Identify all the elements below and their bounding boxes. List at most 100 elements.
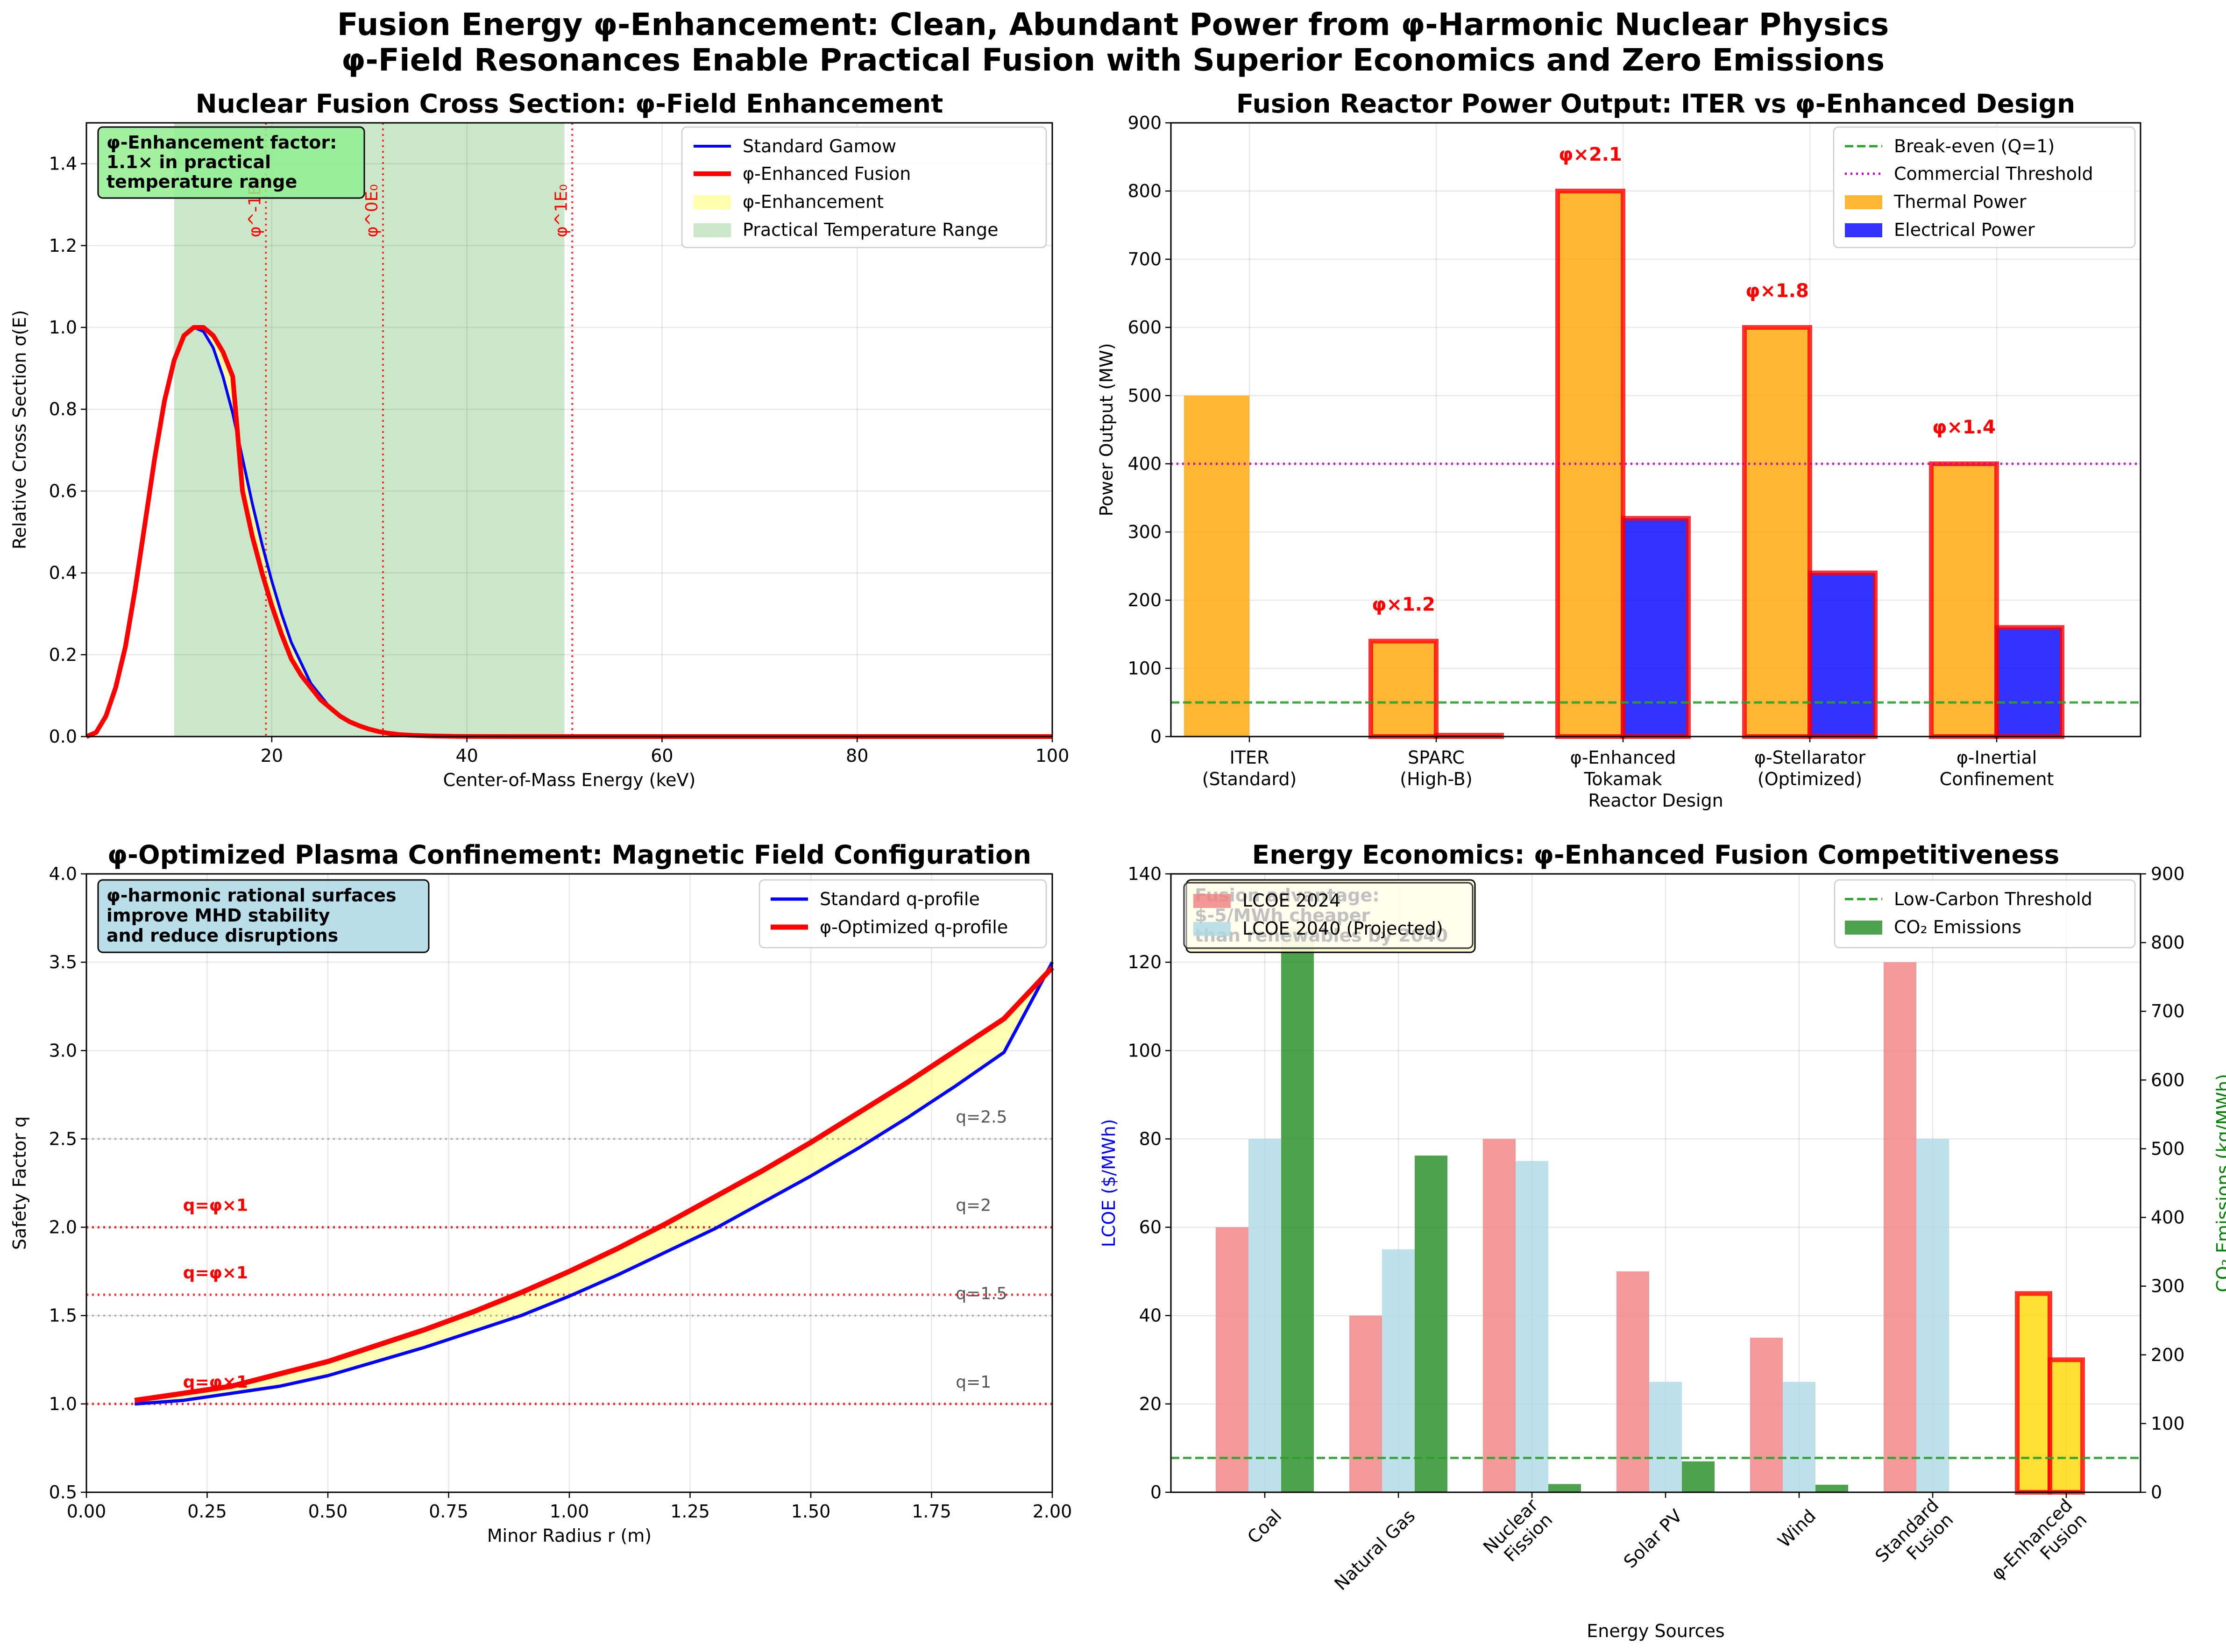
legend-label: Standard Gamow (743, 136, 896, 156)
q-profile-gap-fill (135, 962, 1052, 1404)
legend-label: CO₂ Emissions (1894, 917, 2021, 937)
y-tick-label: 0.2 (49, 645, 77, 665)
x-tick-label: Confinement (1940, 769, 2054, 789)
x-tick-label: 0.25 (187, 1501, 227, 1522)
x-tick-label: (Standard) (1202, 769, 1297, 789)
thermal-power-bar (1929, 461, 1999, 739)
right-tick-label: 900 (2151, 864, 2185, 884)
x-axis-label: Minor Radius r (m) (487, 1525, 652, 1546)
right-tick-label: 600 (2151, 1070, 2185, 1090)
lcoe-2024-bar (1349, 1315, 1382, 1492)
x-tick-label-line: Solar PV (1620, 1505, 1687, 1572)
lcoe-2040-bar (1783, 1382, 1815, 1492)
y-tick-label: 0.6 (49, 481, 77, 501)
lcoe-2024-bar (1616, 1271, 1649, 1492)
legend-box (759, 879, 1047, 949)
legend-patch-swatch (694, 223, 731, 237)
thermal-power-bar (1742, 325, 1812, 739)
electrical-power-bar (1994, 625, 2064, 739)
lcoe-2040-bar (1916, 1139, 1949, 1492)
electrical-power-bar (1808, 570, 1878, 739)
legend-patch-swatch (1193, 922, 1231, 936)
x-tick-label-line: Natural Gas (1330, 1505, 1419, 1594)
legend-patch-swatch (1845, 195, 1882, 209)
right-tick-label: 700 (2151, 1001, 2185, 1021)
y-tick-label: 700 (1127, 249, 1162, 269)
thermal-power-bar (1184, 396, 1249, 737)
annotation-text: temperature range (106, 171, 297, 192)
y-tick-label: 1.5 (49, 1305, 77, 1326)
x-tick-label: 40 (455, 745, 478, 766)
panel-reactor-power: φ×1.2 φ×2.1 φ×1.8 φ×1.4 0 100 200 300 400 500 600 7… (1096, 89, 2141, 811)
subplot-title: Fusion Reactor Power Output: ITER vs φ-E… (1236, 89, 2075, 119)
y-axis-label: LCOE ($/MWh) (1099, 1119, 1119, 1248)
x-axis-label: Center-of-Mass Energy (keV) (443, 770, 696, 790)
legend-label: LCOE 2024 (1242, 890, 1340, 911)
x-tick-label: NuclearFission (1479, 1495, 1557, 1572)
y-tick-label: 400 (1127, 454, 1162, 474)
legend-box (1183, 882, 1474, 949)
y-tick-label: 0.5 (49, 1482, 77, 1503)
y-tick-label: 0.0 (49, 726, 77, 747)
y-tick-label: 200 (1127, 590, 1162, 610)
x-axis-label: Energy Sources (1587, 1621, 1724, 1641)
phi-multiplier-label: φ×1.4 (1932, 417, 1996, 438)
legend-label: LCOE 2040 (Projected) (1242, 918, 1443, 939)
x-tick-label: 100 (1035, 745, 1070, 766)
right-tick-label: 500 (2151, 1138, 2185, 1159)
x-tick-label-line: Coal (1243, 1505, 1285, 1547)
x-tick-label: Natural Gas (1330, 1505, 1419, 1594)
y-tick-label: 0 (1150, 1482, 1162, 1503)
rational-surface-label: q=1.5 (956, 1284, 1007, 1304)
x-axis-label: Reactor Design (1588, 790, 1723, 811)
x-tick-label: φ-EnhancedFusion (1987, 1495, 2091, 1598)
x-tick-label: 0.50 (308, 1501, 348, 1522)
subplot-title: φ-Optimized Plasma Confinement: Magnetic… (107, 840, 1031, 870)
x-tick-label: Coal (1243, 1505, 1285, 1547)
legend-patch-swatch (694, 195, 731, 209)
y-axis-label: Safety Factor q (9, 1116, 30, 1250)
annotation-text: improve MHD stability (106, 905, 330, 926)
thermal-power-bar (1368, 638, 1439, 739)
phi-surface-label: q=φ×1 (183, 1263, 248, 1283)
legend-label: Electrical Power (1894, 220, 2035, 240)
lcoe-2040-bar (1516, 1161, 1548, 1492)
x-tick-label: 1.25 (670, 1501, 710, 1522)
y-tick-label: 600 (1127, 317, 1162, 338)
standard-q-line (135, 961, 1054, 1406)
annotation-text: φ-Enhancement factor: (106, 132, 337, 153)
phi-multiplier-label: φ×2.1 (1559, 144, 1622, 165)
x-tick-label: 1.00 (550, 1501, 589, 1522)
right-tick-label: 200 (2151, 1345, 2185, 1365)
phi-surface-label: q=φ×1 (183, 1196, 248, 1215)
phi-multiplier-label: φ×1.8 (1745, 280, 1809, 302)
y-tick-label: 500 (1127, 385, 1162, 406)
x-tick-label: 0.75 (429, 1501, 468, 1522)
y-tick-label: 100 (1127, 658, 1162, 679)
x-tick-label: 20 (261, 745, 283, 766)
legend-label: Low-Carbon Threshold (1894, 889, 2092, 909)
co2-emissions-bar (1415, 1156, 1447, 1492)
y-tick-label: 0 (1150, 726, 1162, 747)
x-tick-label: φ-Enhanced (1570, 747, 1676, 768)
legend-patch-swatch (1845, 921, 1882, 935)
lcoe-2024-bar (1884, 962, 1916, 1492)
legend-patch-swatch (1193, 894, 1231, 908)
legend-label: Standard q-profile (820, 889, 980, 909)
y-tick-label: 1.2 (49, 235, 77, 256)
x-tick-label-line: Wind (1774, 1505, 1820, 1552)
co2-emissions-bar (1815, 1484, 1848, 1492)
y-tick-label: 100 (1127, 1040, 1162, 1061)
y-axis-label: Relative Cross Section σ(E) (9, 310, 30, 550)
lcoe-2040-bar (1649, 1382, 1682, 1492)
x-tick-label: StandardFusion (1871, 1495, 1957, 1581)
right-tick-label: 400 (2151, 1207, 2185, 1228)
y-tick-label: 40 (1139, 1305, 1162, 1326)
lcoe-2024-bar (1216, 1227, 1248, 1492)
annotation-text: φ-harmonic rational surfaces (106, 885, 397, 906)
rational-surface-label: q=1 (956, 1373, 991, 1392)
phi-multiplier-label: φ×1.2 (1372, 594, 1435, 616)
rational-surface-label: q=2 (956, 1196, 991, 1215)
